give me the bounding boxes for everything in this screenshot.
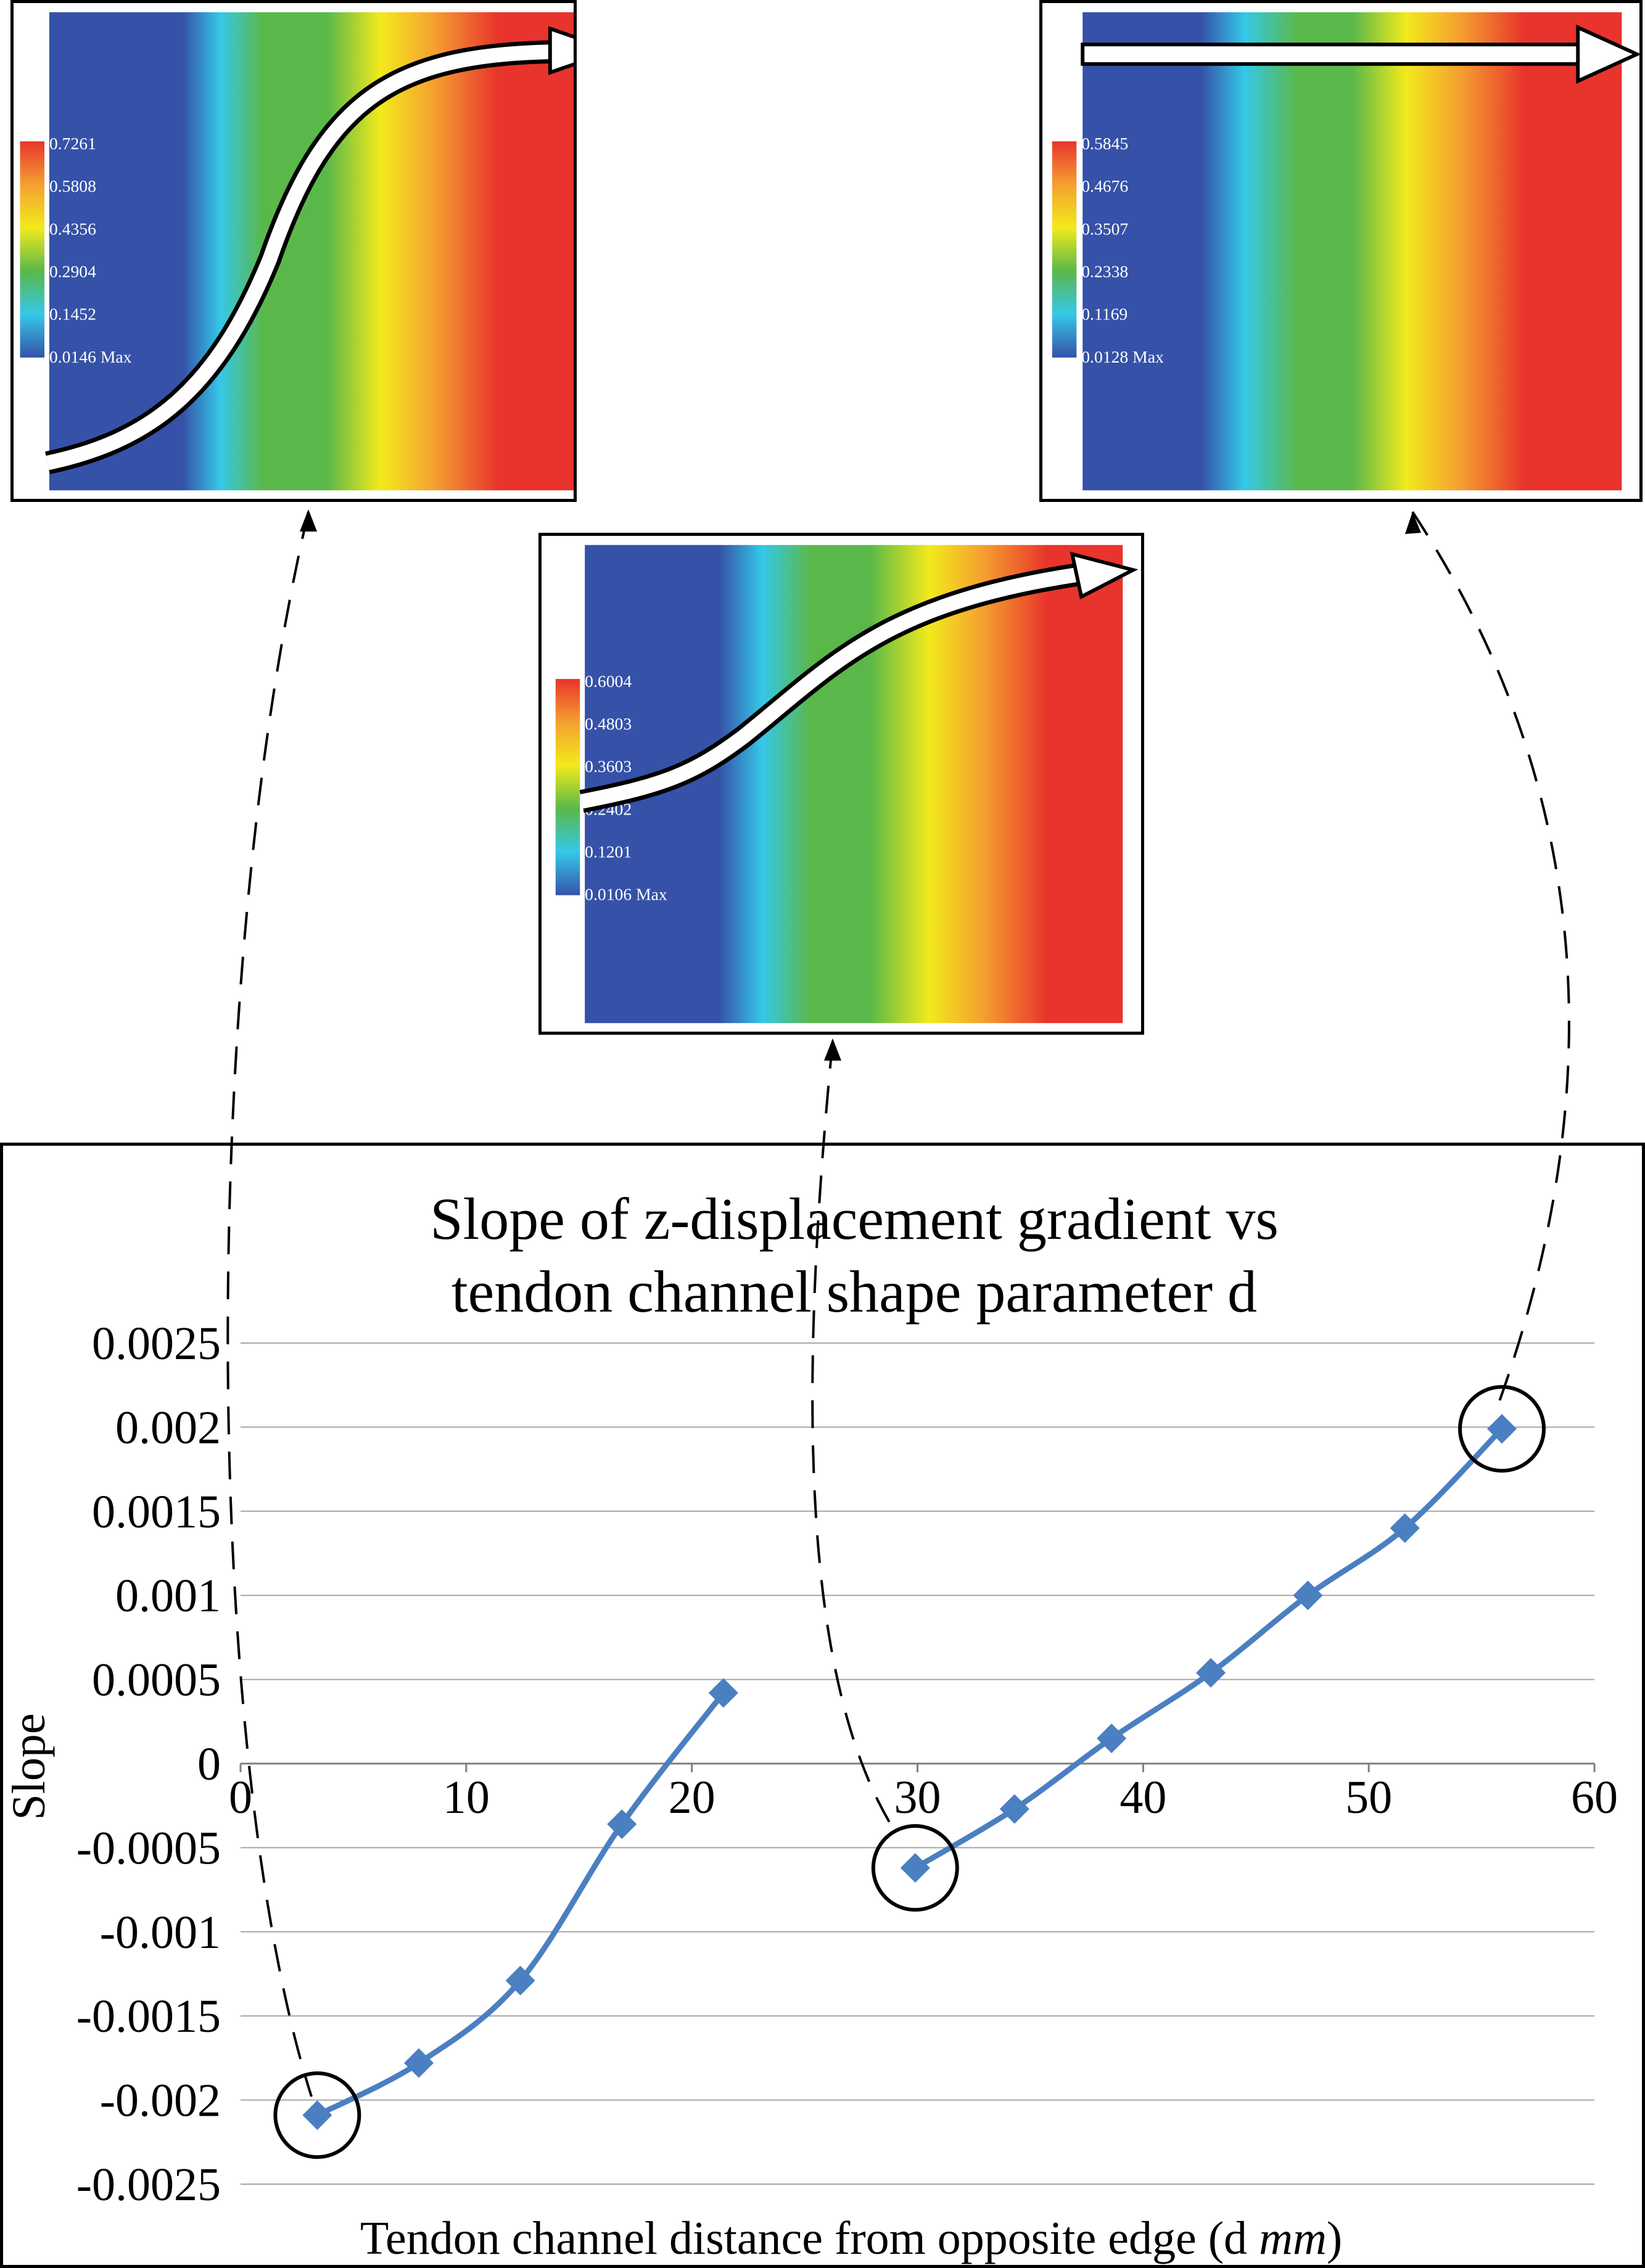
contour-field — [1082, 12, 1622, 491]
legend-tick: 0.0146 Max — [49, 347, 132, 366]
chart-panel: Slope of z-displacement gradient vs tend… — [0, 1143, 1645, 2268]
legend-tick: 0.3507 — [1081, 219, 1128, 238]
legend-tick: 0.5808 — [49, 176, 96, 195]
color-legend: 0.7261 0.5808 0.4356 0.2904 0.1452 0.014… — [20, 134, 132, 366]
connector-arrowhead — [300, 509, 317, 532]
contour-panel-left: 0.7261 0.5808 0.4356 0.2904 0.1452 0.014… — [10, 0, 577, 502]
legend-bar — [555, 679, 580, 895]
legend-tick: 0.2338 — [1081, 261, 1128, 281]
legend-tick: 0.4356 — [49, 219, 96, 238]
contour-plot-left: 0.7261 0.5808 0.4356 0.2904 0.1452 0.014… — [20, 12, 574, 491]
legend-bar — [1052, 141, 1077, 358]
color-legend: 0.5845 0.4676 0.3507 0.2338 0.1169 0.012… — [1052, 134, 1164, 366]
legend-tick: 0.5845 — [1081, 134, 1128, 153]
tendon-arrow — [1081, 24, 1639, 84]
chart-title-line-2: tendon channel shape parameter d — [451, 1259, 1258, 1325]
legend-tick: 0.2904 — [49, 261, 96, 281]
tendon-arrow — [45, 26, 574, 475]
legend-tick: 0.0106 Max — [585, 885, 667, 904]
contour-plot-center: 0.6004 0.4803 0.3603 0.2402 0.1201 0.010… — [555, 544, 1139, 1024]
tendon-arrow — [579, 551, 1139, 813]
legend-bar — [20, 141, 45, 358]
legend-tick: 0.6004 — [585, 672, 632, 691]
legend-tick: 0.1452 — [49, 305, 96, 324]
legend-tick: 0.3603 — [585, 757, 632, 776]
legend-tick: 0.4676 — [1081, 176, 1128, 195]
contour-panel-center: 0.6004 0.4803 0.3603 0.2402 0.1201 0.010… — [538, 533, 1144, 1035]
legend-tick: 0.7261 — [49, 134, 96, 153]
contour-plot-right: 0.5845 0.4676 0.3507 0.2338 0.1169 0.012… — [1052, 12, 1639, 491]
legend-tick: 0.4803 — [585, 714, 632, 733]
chart-title: Slope of z-displacement gradient vs tend… — [3, 1183, 1645, 1328]
contour-panel-right: 0.5845 0.4676 0.3507 0.2338 0.1169 0.012… — [1039, 0, 1643, 502]
contour-field — [49, 12, 574, 491]
legend-tick: 0.1169 — [1081, 305, 1128, 324]
connector-arrowhead — [824, 1038, 841, 1061]
color-legend: 0.6004 0.4803 0.3603 0.2402 0.1201 0.010… — [555, 672, 667, 904]
legend-tick: 0.0128 Max — [1081, 347, 1164, 366]
legend-tick: 0.1201 — [585, 842, 632, 861]
chart-title-line-1: Slope of z-displacement gradient vs — [430, 1186, 1279, 1252]
connector-arrowhead — [1405, 512, 1421, 534]
